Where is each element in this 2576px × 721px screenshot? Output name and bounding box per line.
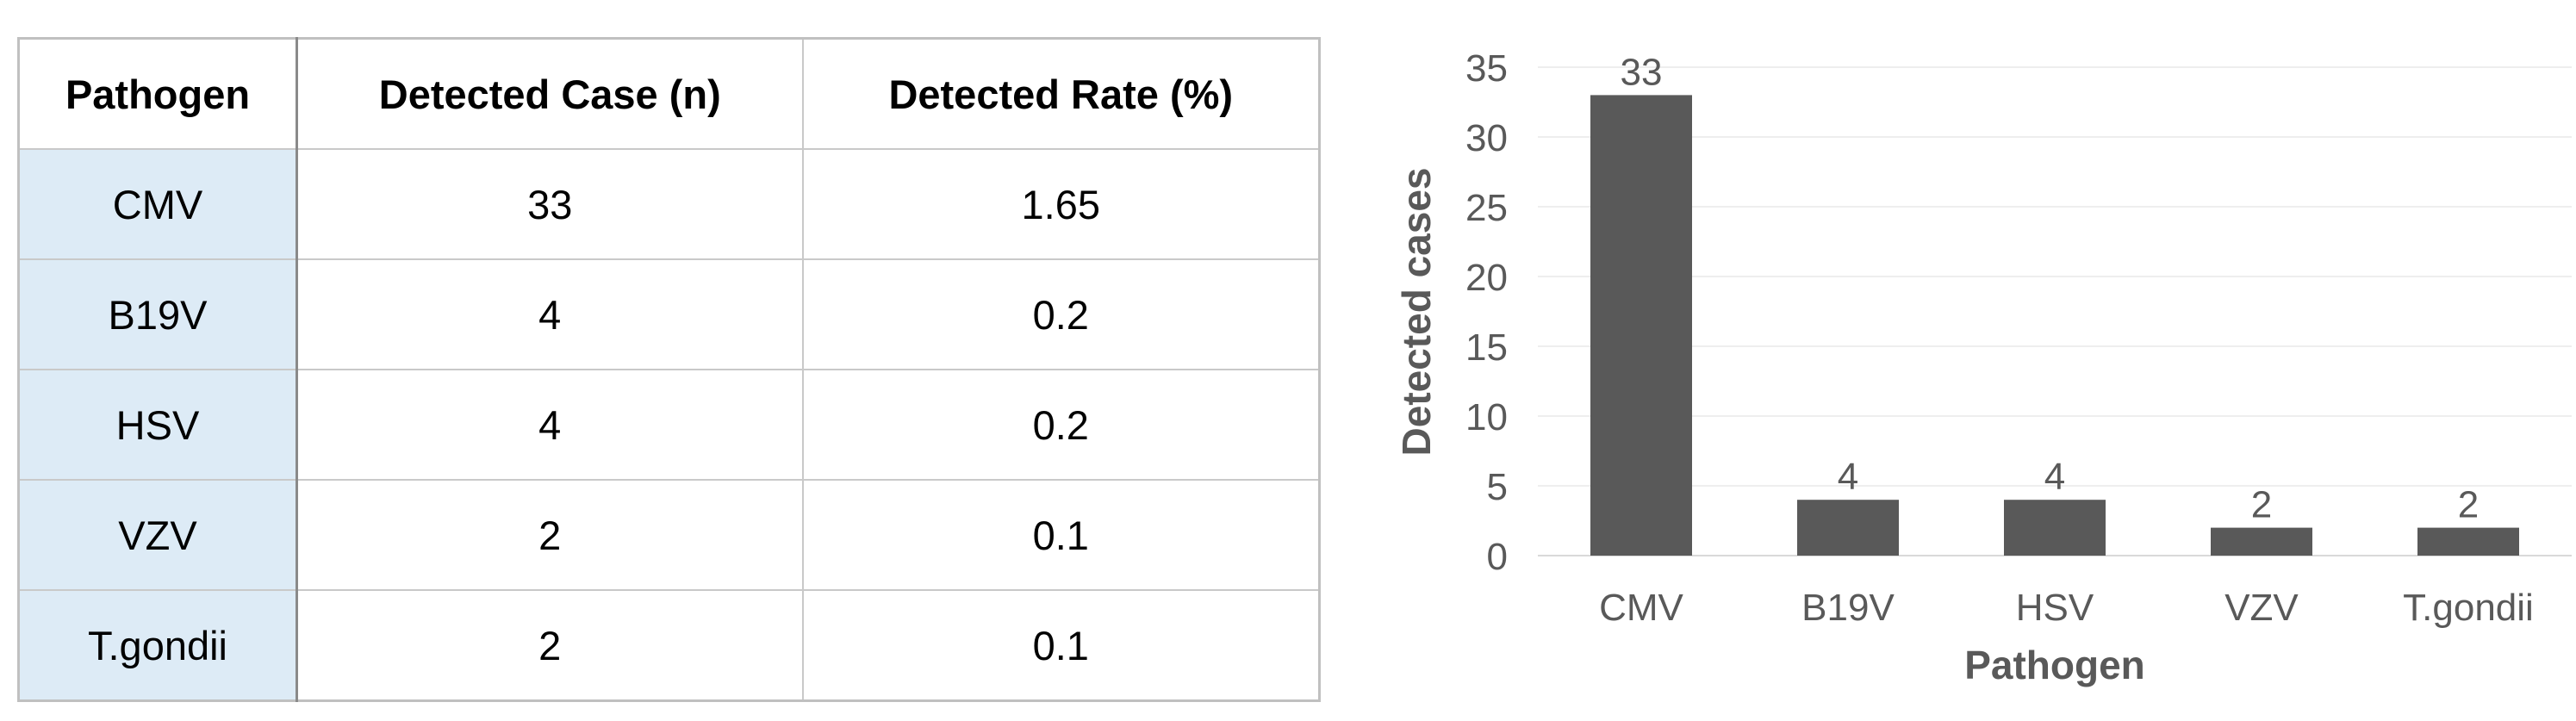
data-label: 33 xyxy=(1621,51,1663,93)
table-row: T.gondii 2 0.1 xyxy=(17,589,1321,702)
data-label: 2 xyxy=(2251,484,2272,526)
table-row: VZV 2 0.1 xyxy=(17,479,1321,591)
data-label: 2 xyxy=(2458,484,2479,526)
bar-cmv xyxy=(1590,95,1692,556)
case-cell: 33 xyxy=(296,148,804,260)
header-detected-case: Detected Case (n) xyxy=(296,37,804,150)
data-label: 4 xyxy=(1838,456,1858,498)
table-header-row: Pathogen Detected Case (n) Detected Rate… xyxy=(17,37,1321,150)
y-tick-label: 20 xyxy=(1465,257,1508,299)
y-tick-label: 0 xyxy=(1487,536,1508,578)
pathogen-cell: VZV xyxy=(17,479,298,591)
pathogen-cell: CMV xyxy=(17,148,298,260)
detected-cases-bar-chart: 0 5 10 15 20 25 30 35 33 CMV 4 B19V 4 HSV 2 VZV 2 T.gondi… xyxy=(1394,47,2572,687)
bar-b19v xyxy=(1797,500,1899,556)
pathogen-cell: HSV xyxy=(17,369,298,481)
case-cell: 4 xyxy=(296,369,804,481)
table-row: B19V 4 0.2 xyxy=(17,258,1321,370)
y-tick-label: 25 xyxy=(1465,187,1508,229)
header-detected-rate: Detected Rate (%) xyxy=(801,37,1321,150)
x-tick-label: B19V xyxy=(1801,587,1895,629)
y-tick-label: 10 xyxy=(1465,396,1508,438)
bar-t-gondii xyxy=(2417,527,2519,556)
rate-cell: 0.1 xyxy=(801,479,1321,591)
rate-cell: 1.65 xyxy=(801,148,1321,260)
x-tick-label: T.gondii xyxy=(2403,587,2534,629)
case-cell: 2 xyxy=(296,479,804,591)
y-axis-title: Detected cases xyxy=(1394,168,1439,457)
y-tick-label: 5 xyxy=(1487,466,1508,508)
pathogen-cell: T.gondii xyxy=(17,589,298,702)
pathogen-table-container: Pathogen Detected Case (n) Detected Rate… xyxy=(17,37,1321,702)
pathogen-table: Pathogen Detected Case (n) Detected Rate… xyxy=(17,37,1321,702)
x-tick-label: VZV xyxy=(2224,587,2299,629)
x-axis-title: Pathogen xyxy=(1964,643,2145,687)
table-row: HSV 4 0.2 xyxy=(17,369,1321,481)
bar-vzv xyxy=(2211,527,2312,556)
bar-hsv xyxy=(2004,500,2106,556)
y-tick-label: 15 xyxy=(1465,326,1508,369)
case-cell: 4 xyxy=(296,258,804,370)
x-tick-label: CMV xyxy=(1599,587,1683,629)
pathogen-cell: B19V xyxy=(17,258,298,370)
y-tick-label: 35 xyxy=(1465,47,1508,90)
rate-cell: 0.1 xyxy=(801,589,1321,702)
table-row: CMV 33 1.65 xyxy=(17,148,1321,260)
data-label: 4 xyxy=(2044,456,2065,498)
rate-cell: 0.2 xyxy=(801,369,1321,481)
header-pathogen: Pathogen xyxy=(17,37,298,150)
rate-cell: 0.2 xyxy=(801,258,1321,370)
case-cell: 2 xyxy=(296,589,804,702)
y-tick-label: 30 xyxy=(1465,117,1508,159)
x-tick-label: HSV xyxy=(2016,587,2094,629)
